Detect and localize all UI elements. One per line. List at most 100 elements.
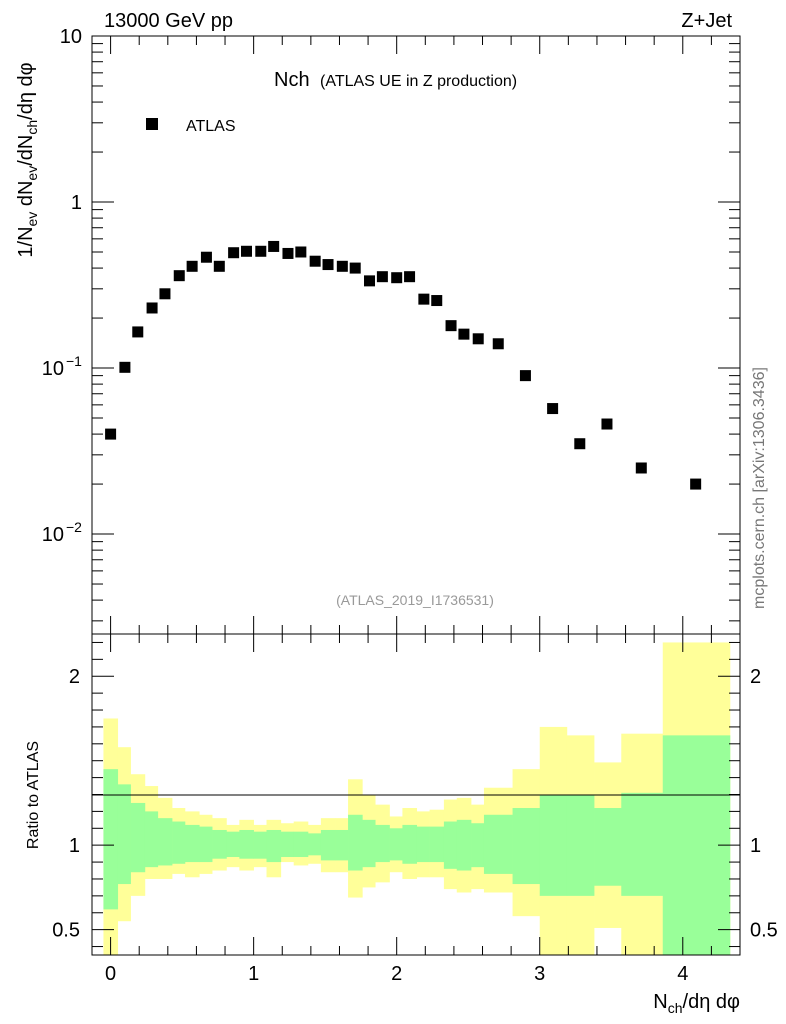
- ratio-band-inner: [239, 829, 254, 859]
- ratio-band-inner: [226, 831, 240, 858]
- x-tick-label: 1: [248, 963, 259, 985]
- data-point: [445, 320, 457, 332]
- y-tick-label-right: 2: [750, 666, 761, 688]
- ratio-band-inner: [362, 819, 376, 868]
- x-ticks: 0 1 2 3 4: [105, 36, 712, 985]
- ratio-panel: 0.5 0.5 1 1 2 2 0 1 2 3 4 Ratio to ATLAS Nch/dη d…: [25, 36, 778, 1016]
- ratio-band-inner: [184, 824, 200, 863]
- ratio-bands: [103, 642, 731, 955]
- ratio-band-inner: [456, 819, 472, 871]
- ratio-band-inner: [348, 814, 363, 871]
- legend-label: ATLAS: [186, 118, 236, 135]
- y-tick-label-right: 0.5: [750, 920, 778, 942]
- data-point: [418, 293, 430, 305]
- data-point: [404, 271, 416, 283]
- y-tick-label: 10: [42, 524, 64, 546]
- y-tick-exponent: −1: [66, 353, 82, 369]
- data-point: [519, 370, 531, 382]
- data-point: [213, 260, 225, 272]
- y-axis-label-ratio: Ratio to ATLAS: [25, 741, 42, 849]
- ratio-band-inner: [389, 828, 403, 861]
- data-point: [146, 302, 158, 314]
- data-point: [431, 295, 443, 307]
- data-point: [376, 271, 388, 283]
- data-point: [105, 428, 117, 440]
- x-tick-label: 2: [391, 963, 402, 985]
- analysis-annotation: (ATLAS_2019_I1736531): [336, 592, 494, 608]
- ratio-band-inner: [471, 823, 485, 868]
- data-point: [282, 247, 294, 259]
- ratio-band-inner: [212, 829, 227, 859]
- header-right: Z+Jet: [681, 10, 732, 32]
- chart-title: Nch: [274, 69, 310, 91]
- ratio-band-inner: [293, 831, 309, 858]
- y-axis-label-main: 1/Nev dNev/dNch/dη dφ: [15, 62, 40, 257]
- side-label: mcplots.cern.ch [arXiv:1306.3436]: [751, 367, 768, 609]
- data-point: [309, 255, 321, 267]
- ratio-band-inner: [280, 831, 294, 858]
- ratio-band-inner: [308, 833, 322, 856]
- x-tick-label: 3: [534, 963, 545, 985]
- ratio-frame: [91, 633, 741, 956]
- data-point: [492, 338, 504, 350]
- data-point: [322, 259, 334, 271]
- ratio-band-inner: [157, 818, 173, 866]
- ratio-band-inner: [512, 808, 541, 885]
- y-tick-label: 10: [60, 26, 82, 48]
- ratio-band-inner: [539, 794, 568, 896]
- y-tick-label: 10: [42, 358, 64, 380]
- data-point: [159, 288, 171, 300]
- ratio-band-inner: [443, 821, 458, 869]
- data-point: [268, 240, 280, 252]
- ratio-band-inner: [375, 824, 390, 863]
- ratio-band-inner: [566, 794, 595, 896]
- ratio-band-inner: [199, 826, 213, 863]
- data-point: [255, 245, 267, 257]
- data-point: [458, 328, 470, 340]
- y-tick-exponent: −2: [66, 519, 82, 535]
- ratio-band-inner: [621, 792, 664, 896]
- data-point: [472, 333, 484, 345]
- chart-subtitle: (ATLAS UE in Z production): [320, 73, 517, 90]
- y-ticks-ratio: 0.5 0.5 1 1 2 2: [52, 641, 778, 948]
- data-point: [391, 272, 403, 284]
- y-tick-label: 1: [69, 835, 80, 857]
- ratio-band-inner: [103, 769, 119, 910]
- ratio-band-inner: [253, 831, 267, 859]
- x-axis-label: Nch/dη dφ: [653, 991, 740, 1016]
- data-point: [132, 326, 144, 338]
- data-markers: [105, 240, 702, 490]
- y-tick-label: 2: [69, 666, 80, 688]
- y-tick-label: 1: [71, 192, 82, 214]
- data-point: [200, 251, 212, 263]
- ratio-band-inner: [429, 826, 445, 863]
- y-tick-label-right: 1: [750, 835, 761, 857]
- ratio-band-inner: [117, 784, 131, 885]
- data-point: [635, 462, 647, 474]
- ratio-band-inner: [416, 826, 430, 863]
- data-point: [574, 438, 586, 450]
- data-point: [119, 361, 131, 373]
- ratio-band-inner: [144, 811, 159, 868]
- main-panel: Nch (ATLAS UE in Z production) ATLAS (AT…: [15, 26, 741, 635]
- data-point: [547, 403, 559, 415]
- data-point: [601, 418, 613, 430]
- data-point: [690, 478, 702, 490]
- ratio-band-inner: [172, 821, 186, 864]
- data-point: [186, 260, 198, 272]
- data-point: [228, 247, 240, 259]
- ratio-band-inner: [266, 829, 282, 863]
- ratio-band-inner: [130, 802, 146, 873]
- x-tick-label: 0: [105, 963, 116, 985]
- legend-marker: [146, 118, 158, 130]
- x-tick-label: 4: [677, 963, 688, 985]
- data-point: [240, 245, 252, 257]
- data-point: [349, 262, 361, 274]
- data-point: [173, 270, 185, 282]
- header-left: 13000 GeV pp: [104, 10, 233, 32]
- ratio-band-inner: [402, 824, 418, 864]
- ratio-band-inner: [335, 829, 349, 861]
- data-point: [295, 246, 307, 258]
